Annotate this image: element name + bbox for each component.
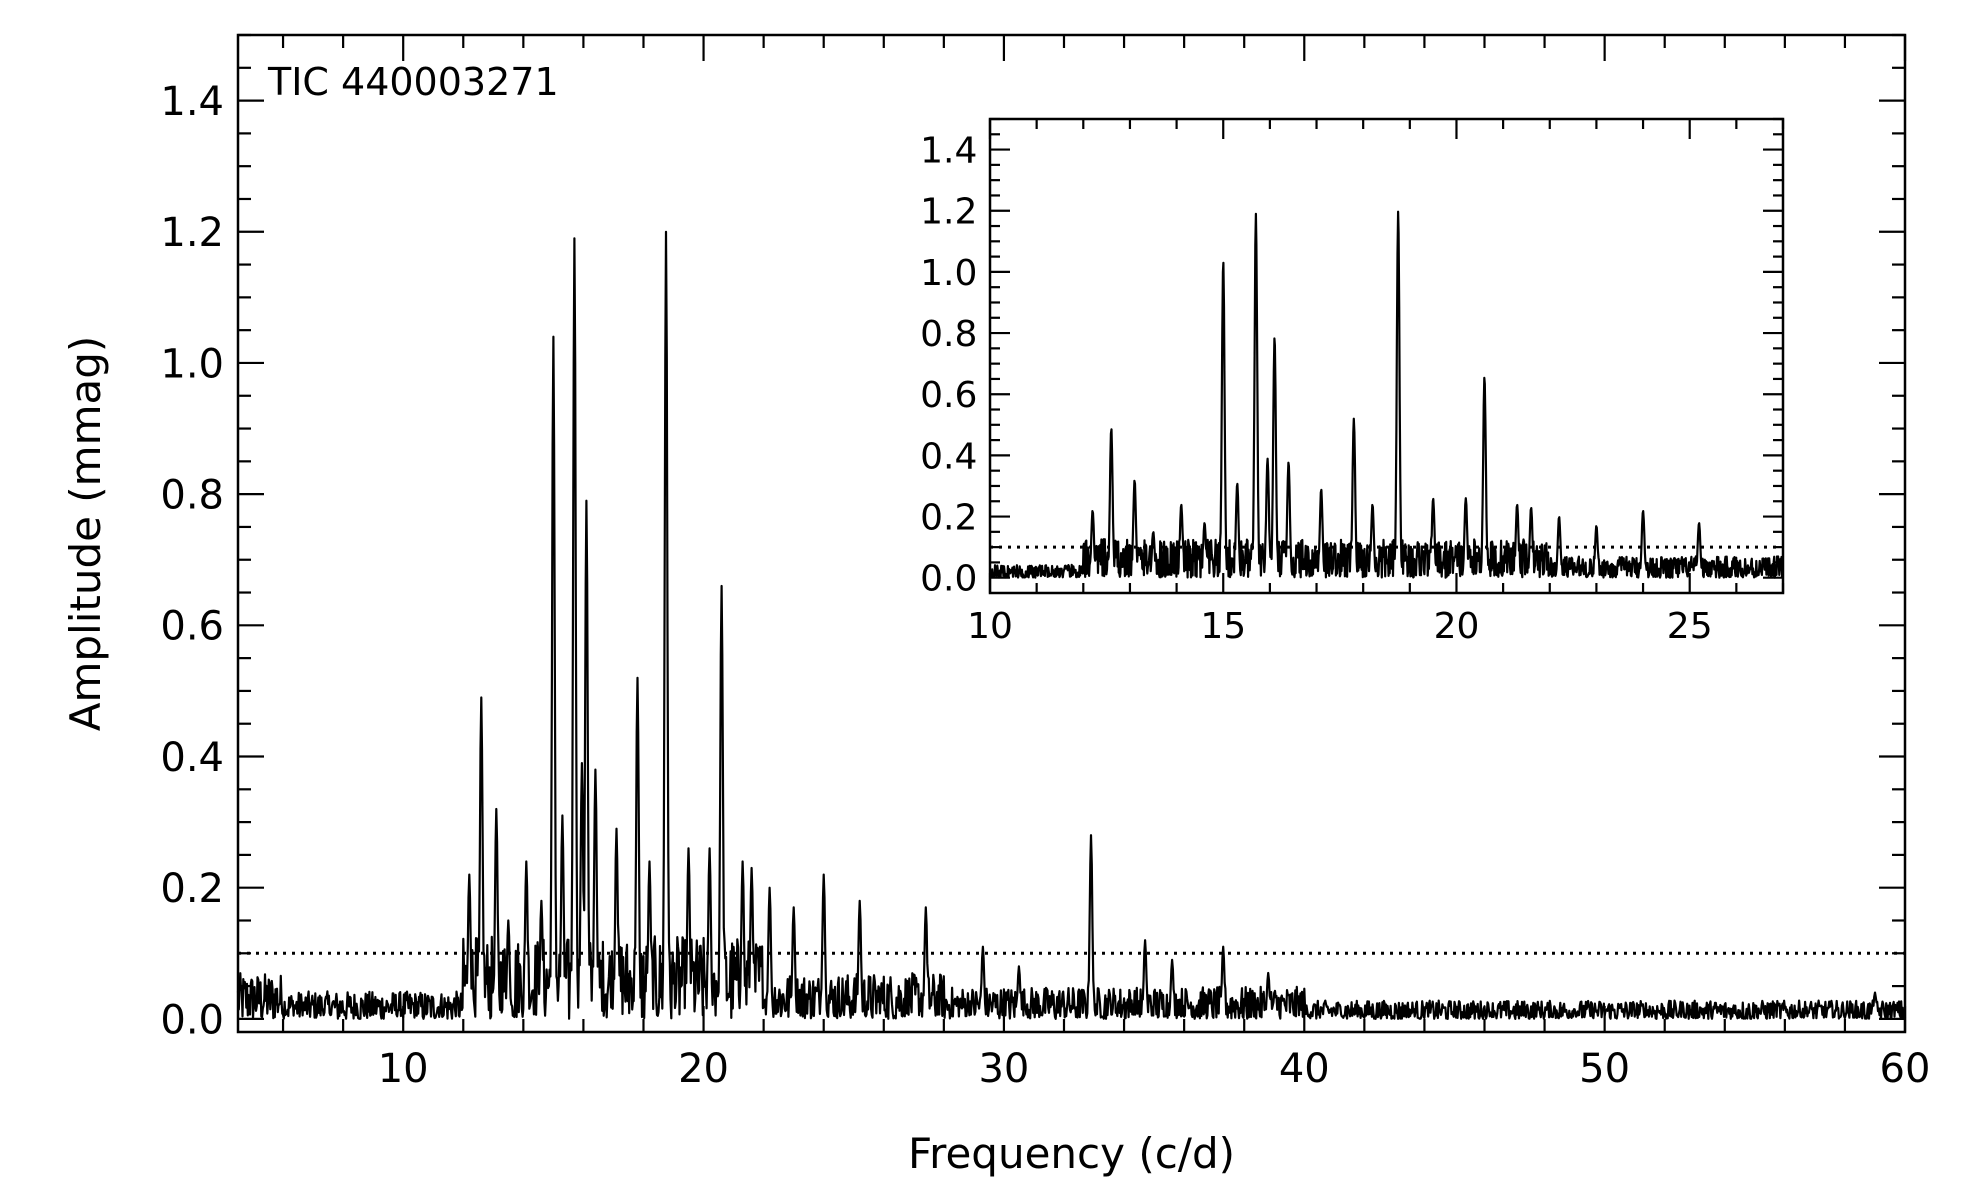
main-x-tick-label: 50 bbox=[1579, 1046, 1630, 1092]
main-x-tick-label: 30 bbox=[978, 1046, 1029, 1092]
inset-background bbox=[990, 119, 1783, 593]
main-y-tick-label: 1.0 bbox=[160, 341, 224, 387]
inset-y-tick-label: 0.2 bbox=[920, 498, 977, 539]
main-spectrum-line bbox=[236, 230, 1907, 1020]
inset-y-tick-label: 0.8 bbox=[920, 314, 977, 355]
main-x-tick-label: 10 bbox=[378, 1046, 429, 1092]
inset-x-tick-label: 15 bbox=[1200, 606, 1246, 647]
main-y-tick-label: 0.0 bbox=[160, 997, 224, 1043]
inset-y-tick-label: 1.4 bbox=[920, 131, 977, 172]
main-y-tick-label: 1.2 bbox=[160, 210, 224, 256]
main-x-tick-label: 40 bbox=[1279, 1046, 1330, 1092]
inset-y-tick-label: 1.2 bbox=[920, 192, 977, 233]
main-y-tick-label: 0.2 bbox=[160, 866, 224, 912]
y-axis-label: Amplitude (mmag) bbox=[61, 336, 110, 732]
target-id-annotation: TIC 440003271 bbox=[267, 60, 559, 104]
inset-y-tick-label: 0.6 bbox=[920, 375, 977, 416]
inset-y-tick-label: 0.4 bbox=[920, 436, 977, 477]
main-y-tick-label: 0.6 bbox=[160, 604, 224, 650]
inset-y-tick-label: 0.0 bbox=[920, 559, 977, 600]
main-y-tick-label: 0.8 bbox=[160, 473, 224, 519]
inset-spectrum-line bbox=[988, 210, 1784, 579]
inset-plot: 10 15 20 25 0.0 0.2 0.4 0.6 0.8 1.0 1.2 1.4 bbox=[920, 117, 1785, 647]
inset-x-tick-label: 20 bbox=[1434, 606, 1480, 647]
main-plot: 10 20 30 40 50 60 0.0 0.2 0.4 0.6 0.8 1.0 1.2 1.4 Fr… bbox=[61, 33, 1931, 1178]
inset-y-tick-label: 1.0 bbox=[920, 253, 977, 294]
main-x-tick-label: 20 bbox=[678, 1046, 729, 1092]
x-axis-label: Frequency (c/d) bbox=[908, 1129, 1235, 1178]
inset-plot-frame bbox=[988, 117, 1785, 595]
main-plot-frame bbox=[236, 33, 1907, 1034]
main-x-tick-label: 60 bbox=[1880, 1046, 1931, 1092]
inset-x-tick-label: 25 bbox=[1667, 606, 1713, 647]
inset-x-tick-label: 10 bbox=[967, 606, 1013, 647]
main-y-tick-label: 1.4 bbox=[160, 79, 224, 125]
main-y-tick-label: 0.4 bbox=[160, 735, 224, 781]
